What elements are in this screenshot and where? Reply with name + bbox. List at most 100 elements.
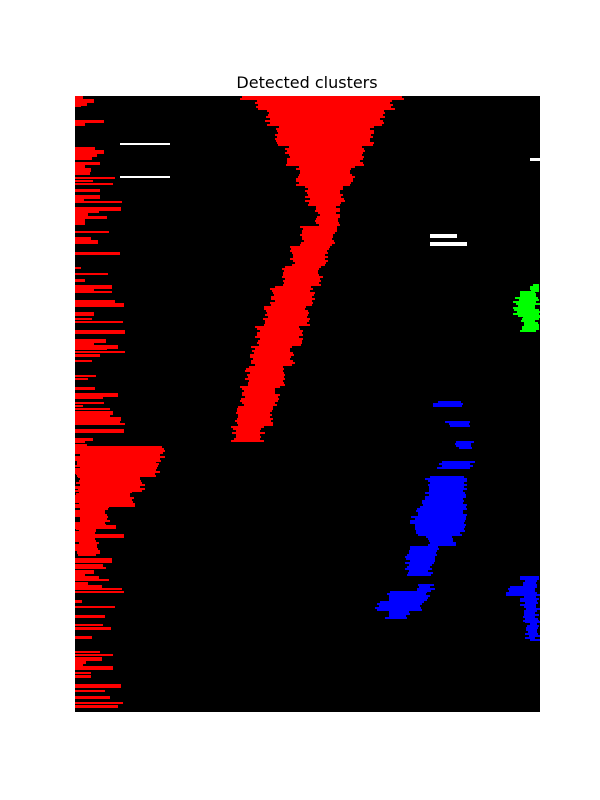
cluster-0-region-0 (285, 266, 321, 268)
cluster-0-region-2 (79, 530, 96, 532)
cluster-0-region-0 (245, 370, 283, 372)
cluster-1-region-0 (425, 492, 465, 494)
cluster-0-region-0 (259, 344, 301, 346)
cluster-0-region-2 (79, 450, 165, 452)
cluster-1-region-1 (377, 603, 422, 605)
cluster-0-region-0 (285, 148, 364, 150)
cluster-0-region-0 (237, 408, 273, 410)
cluster-1-region-0 (418, 514, 467, 516)
cluster-0-region-1 (75, 321, 123, 323)
cluster-0-region-0 (250, 356, 291, 358)
cluster-0-region-1 (75, 402, 104, 404)
cluster-0-region-2 (80, 538, 95, 540)
cluster-1-region-2 (524, 596, 536, 598)
cluster-0-region-0 (257, 334, 303, 336)
cluster-0-region-1 (75, 690, 105, 692)
cluster-0-region-0 (277, 142, 374, 144)
cluster-0-region-0 (300, 234, 333, 236)
cluster-0-region-1 (75, 567, 106, 569)
cluster-1-region-2 (506, 594, 540, 596)
cluster-0-region-0 (258, 104, 393, 106)
cluster-2-region-0 (524, 322, 538, 324)
cluster-0-region-1 (75, 573, 85, 577)
cluster-0-region-1 (75, 654, 113, 656)
cluster-1-region-0 (439, 463, 470, 465)
cluster-0-region-0 (304, 240, 334, 242)
cluster-1-region-0 (415, 518, 466, 520)
cluster-0-region-2 (76, 493, 130, 495)
cluster-0-region-1 (75, 216, 107, 219)
cluster-0-region-1 (75, 627, 111, 630)
cluster-0-region-0 (249, 366, 283, 368)
cluster-0-region-0 (267, 312, 309, 314)
cluster-1-region-0 (426, 536, 452, 538)
cluster-0-region-0 (270, 118, 380, 120)
cluster-0-region-1 (75, 360, 92, 362)
cluster-0-region-2 (77, 532, 95, 534)
cluster-1-region-0 (418, 534, 462, 536)
cluster-1-region-0 (445, 421, 470, 423)
cluster-3-region-0 (430, 242, 467, 244)
cluster-0-region-0 (244, 390, 275, 392)
cluster-0-region-0 (245, 378, 285, 380)
cluster-1-region-0 (407, 554, 437, 556)
cluster-2-region-0 (517, 311, 540, 313)
cluster-1-region-2 (524, 610, 537, 612)
cluster-0-region-0 (234, 438, 260, 440)
cluster-0-region-0 (268, 114, 383, 116)
cluster-0-region-0 (276, 140, 370, 142)
cluster-0-region-0 (277, 130, 374, 132)
cluster-1-region-2 (508, 588, 535, 590)
cluster-1-region-0 (450, 425, 470, 427)
cluster-0-region-2 (75, 544, 97, 546)
cluster-0-region-0 (238, 424, 273, 426)
cluster-1-region-0 (430, 542, 456, 544)
cluster-2-region-0 (524, 324, 539, 326)
cluster-0-region-1 (75, 180, 93, 182)
cluster-0-region-2 (80, 508, 108, 510)
cluster-0-region-0 (242, 402, 275, 404)
cluster-2-region-0 (514, 309, 539, 311)
cluster-0-region-1 (75, 657, 102, 661)
cluster-0-region-2 (79, 536, 96, 538)
cluster-1-region-1 (389, 599, 427, 601)
cluster-0-region-0 (287, 158, 363, 160)
cluster-0-region-0 (284, 270, 318, 272)
cluster-0-region-0 (237, 418, 273, 420)
cluster-1-region-2 (530, 639, 540, 641)
cluster-0-region-0 (305, 200, 345, 202)
cluster-0-region-0 (253, 358, 290, 360)
cluster-1-region-0 (410, 548, 439, 550)
cluster-0-region-0 (290, 250, 327, 252)
cluster-0-region-2 (77, 471, 160, 473)
cluster-1-region-1 (389, 611, 409, 613)
cluster-0-region-1 (75, 414, 110, 417)
cluster-0-region-0 (231, 440, 264, 442)
cluster-0-region-0 (278, 144, 373, 146)
cluster-1-region-0 (405, 562, 434, 564)
cluster-1-region-0 (455, 443, 471, 445)
cluster-1-region-0 (410, 522, 464, 524)
cluster-1-region-2 (506, 592, 537, 594)
cluster-0-region-1 (75, 339, 106, 343)
cluster-0-region-2 (76, 514, 107, 516)
cluster-1-region-0 (411, 516, 466, 518)
cluster-0-region-1 (75, 663, 83, 667)
cluster-0-region-0 (257, 342, 302, 344)
cluster-1-region-2 (509, 590, 535, 592)
cluster-0-region-0 (309, 202, 341, 204)
cluster-0-region-1 (75, 279, 85, 282)
cluster-0-region-0 (238, 414, 272, 416)
cluster-0-region-1 (75, 348, 107, 350)
cluster-1-region-2 (520, 598, 539, 600)
cluster-0-region-0 (271, 296, 312, 298)
cluster-0-region-1 (75, 153, 97, 157)
cluster-1-region-1 (389, 615, 406, 617)
cluster-1-region-0 (408, 572, 433, 574)
cluster-0-region-0 (275, 134, 371, 136)
cluster-0-region-2 (80, 484, 145, 486)
cluster-0-region-2 (76, 482, 142, 484)
cluster-2-region-0 (518, 305, 535, 307)
cluster-0-region-0 (240, 386, 280, 388)
cluster-0-region-1 (75, 606, 115, 608)
